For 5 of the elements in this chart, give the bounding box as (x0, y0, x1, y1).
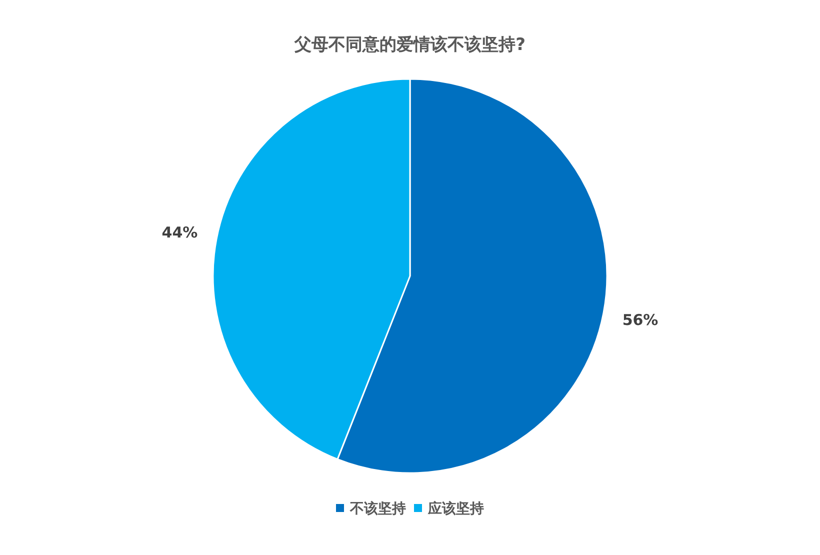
legend-label: 应该坚持 (427, 500, 484, 517)
data-label: 44% (162, 223, 198, 242)
chart-title: 父母不同意的爱情该不该坚持? (294, 35, 526, 55)
data-label: 56% (622, 311, 658, 330)
legend-label: 不该坚持 (349, 500, 406, 517)
